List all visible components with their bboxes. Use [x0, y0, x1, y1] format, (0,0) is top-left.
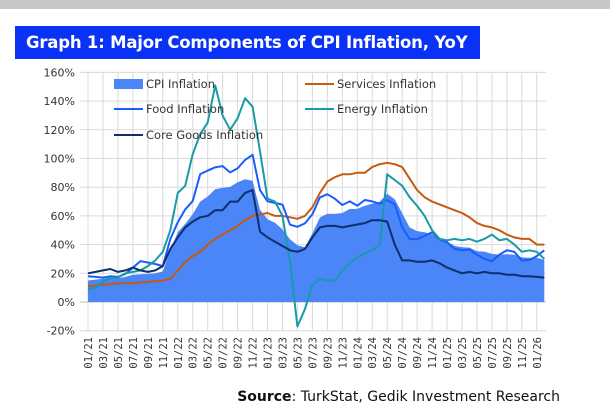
x-axis: 01/21 03/21 05/21 07/21 09/21 11/21 01/22 03/22… — [83, 337, 544, 369]
y-tick-label: 0% — [58, 296, 75, 309]
y-axis: 160% 140% 120% 100% 80% 60% 40% 20% 0% -20% — [44, 66, 75, 337]
x-tick-label: 01/25 — [442, 337, 454, 369]
x-tick-label: 05/24 — [382, 337, 394, 369]
y-tick-label: 80% — [51, 181, 75, 194]
x-tick-label: 11/23 — [337, 337, 349, 369]
energy-inflation-legend-label: Energy Inflation — [337, 102, 428, 116]
x-tick-label: 11/24 — [427, 337, 439, 369]
cpi-inflation-swatch — [114, 79, 143, 89]
x-tick-label: 07/23 — [307, 337, 319, 369]
x-tick-label: 11/21 — [158, 337, 170, 369]
x-tick-label: 09/21 — [143, 337, 155, 369]
x-tick-label: 07/21 — [128, 337, 140, 369]
top-bar — [0, 0, 610, 9]
x-tick-label: 07/24 — [397, 337, 409, 369]
x-tick-label: 01/22 — [173, 337, 185, 369]
services-inflation-line — [87, 161, 545, 288]
x-tick-label: 05/25 — [472, 337, 484, 369]
y-tick-label: 20% — [51, 267, 75, 280]
x-tick-label: 03/21 — [98, 337, 110, 369]
x-tick-label: 03/23 — [277, 337, 289, 369]
y-tick-label: 40% — [51, 239, 75, 252]
x-tick-label: 09/23 — [322, 337, 334, 369]
cpi-area — [88, 179, 545, 302]
cpi-inflation-legend-label: CPI Inflation — [146, 77, 215, 91]
series-lines — [87, 84, 545, 328]
source-label: Source — [237, 389, 292, 405]
y-tick-label: 120% — [44, 124, 75, 137]
x-tick-label: 03/25 — [457, 337, 469, 369]
source-text: : TurkStat, Gedik Investment Research — [291, 389, 560, 405]
energy-inflation-line — [87, 84, 545, 328]
chart-title: Graph 1: Major Components of CPI Inflati… — [15, 26, 480, 59]
x-tick-label: 05/22 — [203, 337, 215, 369]
legend: CPI Inflation Services Inflation Food Infl… — [114, 77, 436, 142]
x-tick-label: 01/21 — [83, 337, 95, 369]
y-tick-label: 160% — [44, 66, 75, 79]
y-tick-label: 60% — [51, 210, 75, 223]
x-tick-label: 07/22 — [218, 337, 230, 369]
core-goods-inflation-legend-label: Core Goods Inflation — [146, 128, 263, 142]
source-note: Source: TurkStat, Gedik Investment Resea… — [237, 389, 560, 405]
x-tick-label: 07/25 — [487, 337, 499, 369]
y-tick-label: 140% — [44, 95, 75, 108]
y-tick-label: -20% — [47, 325, 75, 338]
x-tick-label: 05/21 — [113, 337, 125, 369]
x-tick-label: 11/25 — [517, 337, 529, 369]
x-tick-label: 03/24 — [367, 337, 379, 369]
y-tick-label: 100% — [44, 153, 75, 166]
x-tick-label: 03/22 — [188, 337, 200, 369]
services-inflation-legend-label: Services Inflation — [337, 77, 436, 91]
food-inflation-legend-label: Food Inflation — [146, 102, 224, 116]
x-tick-label: 09/24 — [412, 337, 424, 369]
x-tick-label: 01/23 — [263, 337, 275, 369]
x-tick-label: 01/24 — [352, 337, 364, 369]
x-tick-label: 05/23 — [292, 337, 304, 369]
cpi-inflation-area — [88, 179, 545, 302]
x-tick-label: 09/22 — [233, 337, 245, 369]
x-tick-label: 09/25 — [502, 337, 514, 369]
x-tick-label: 01/26 — [532, 337, 544, 369]
core-goods-inflation-line — [87, 189, 545, 279]
x-tick-label: 11/22 — [248, 337, 260, 369]
